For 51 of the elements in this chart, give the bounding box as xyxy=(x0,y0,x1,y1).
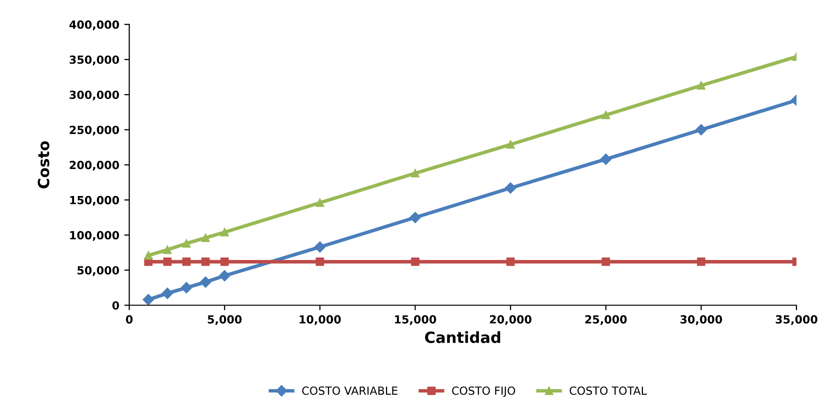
y-tick-label: 300,000 xyxy=(70,90,120,100)
point xyxy=(602,258,610,266)
y-tick-label: 200,000 xyxy=(70,160,120,171)
y-tick-label: 250,000 xyxy=(70,126,120,136)
point xyxy=(696,124,707,136)
point xyxy=(411,169,420,178)
x-tick-label: 15,000 xyxy=(395,315,436,325)
point xyxy=(182,258,191,266)
point xyxy=(200,276,212,288)
point xyxy=(411,258,420,266)
y-tick-label: 0 xyxy=(112,301,120,310)
point xyxy=(504,182,516,194)
x-tick-label: 20,000 xyxy=(490,315,532,325)
point xyxy=(162,288,173,299)
point xyxy=(220,228,229,236)
legend-label: COSTO FIJO xyxy=(452,386,516,397)
point xyxy=(144,251,152,260)
point xyxy=(201,258,210,266)
point xyxy=(314,241,326,253)
y-tick-label: 350,000 xyxy=(70,56,120,66)
point xyxy=(180,282,192,294)
y-axis-title: Costo xyxy=(38,141,50,188)
y-tick-label: 150,000 xyxy=(70,196,120,206)
x-tick-label: 0 xyxy=(126,315,133,324)
x-tick-label: 30,000 xyxy=(680,315,722,325)
x-axis-title: Cantidad xyxy=(425,331,500,344)
point xyxy=(218,270,230,282)
y-tick-label: 400,000 xyxy=(69,20,120,30)
legend-label: COSTO VARIABLE xyxy=(302,386,398,395)
point xyxy=(316,258,324,266)
point xyxy=(316,198,324,207)
point xyxy=(163,258,172,266)
legend-label: COSTO TOTAL xyxy=(570,386,647,395)
point xyxy=(600,154,612,165)
point xyxy=(506,140,515,149)
point xyxy=(696,258,706,266)
x-tick-label: 10,000 xyxy=(300,315,341,325)
x-tick-label: 35,000 xyxy=(776,315,818,325)
point xyxy=(220,258,229,266)
point xyxy=(696,81,706,90)
y-tick-label: 100,000 xyxy=(70,231,120,241)
y-tick-label: 50,000 xyxy=(78,266,120,276)
x-tick-label: 5,000 xyxy=(208,315,242,325)
point xyxy=(506,258,515,266)
point xyxy=(142,294,154,306)
point xyxy=(163,246,172,254)
point xyxy=(602,110,610,120)
point xyxy=(201,234,210,242)
point xyxy=(410,212,421,224)
x-tick-label: 25,000 xyxy=(585,315,627,325)
point xyxy=(182,239,191,248)
